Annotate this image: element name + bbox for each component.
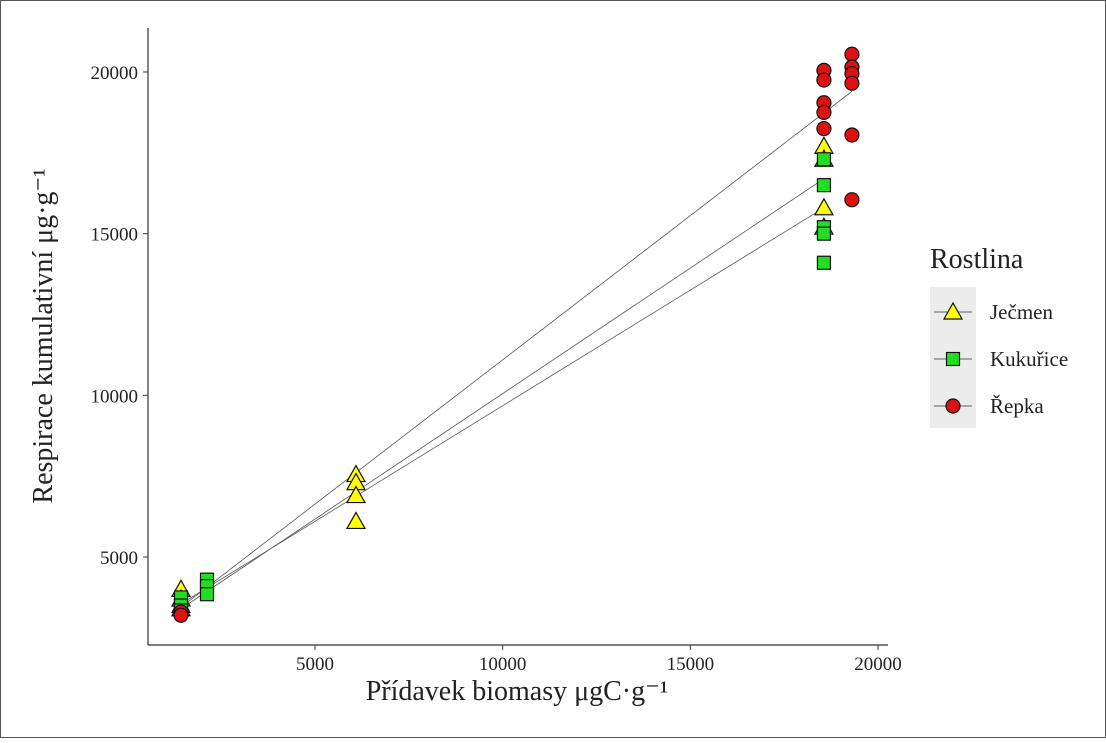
- y-axis-label: Respirace kumulativní μg·g⁻¹: [28, 168, 59, 503]
- point: [844, 127, 860, 143]
- point: [816, 120, 832, 137]
- point: [813, 197, 834, 216]
- x-tick-label: 10000: [479, 654, 527, 675]
- point: [816, 178, 832, 193]
- y-tick-label: 15000: [91, 225, 139, 246]
- x-tick-label: 15000: [667, 654, 715, 675]
- x-axis-label: Přídavek biomasy μgC·g⁻¹: [366, 676, 669, 707]
- fit-line: [180, 178, 825, 610]
- y-tick-label: 5000: [100, 548, 138, 569]
- legend-marker: [942, 301, 964, 320]
- point: [199, 587, 215, 602]
- point: [816, 255, 832, 270]
- fit-line: [180, 91, 853, 608]
- point: [345, 485, 367, 504]
- legend-label: Kukuřice: [990, 347, 1068, 371]
- legend-title: Rostlina: [930, 244, 1024, 275]
- point: [844, 75, 860, 91]
- x-tick-label: 5000: [296, 654, 334, 675]
- fit-line: [180, 207, 825, 605]
- point: [345, 511, 367, 530]
- point: [844, 192, 860, 208]
- point: [816, 226, 832, 241]
- legend-label: Ječmen: [990, 300, 1053, 324]
- point: [844, 46, 860, 62]
- point: [173, 607, 189, 623]
- x-tick-label: 20000: [854, 654, 902, 675]
- y-tick-label: 10000: [91, 386, 139, 407]
- point: [816, 152, 832, 167]
- legend-marker: [945, 351, 961, 367]
- point: [816, 104, 832, 120]
- legend-label: Řepka: [990, 394, 1044, 418]
- legend-marker: [945, 398, 961, 414]
- y-tick-label: 20000: [91, 63, 139, 84]
- point: [816, 72, 832, 88]
